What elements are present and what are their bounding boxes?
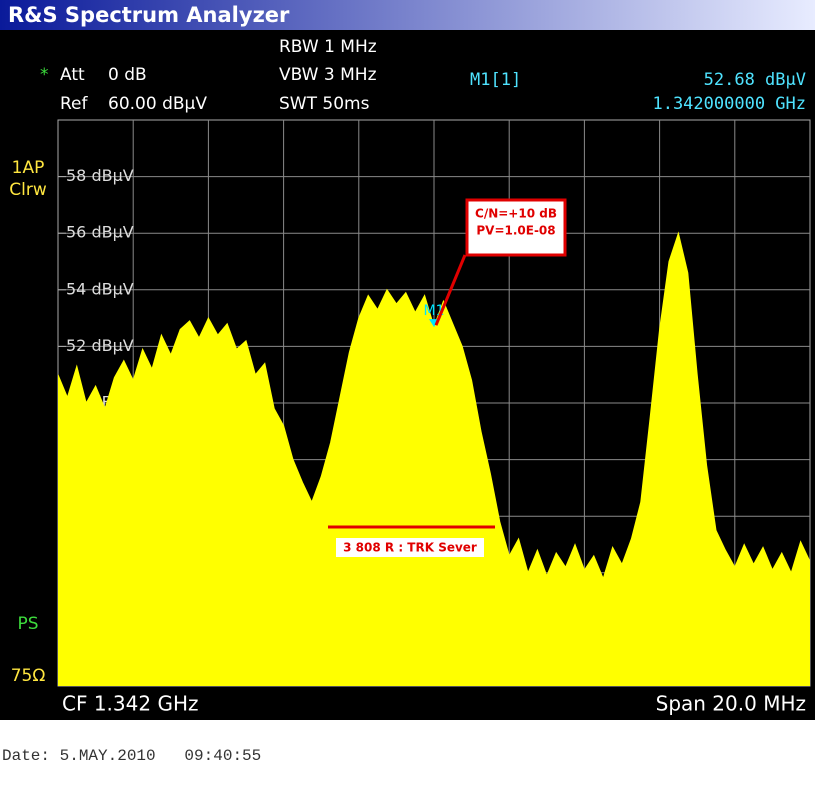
trace [58, 231, 810, 686]
att-value: 0 dB [108, 65, 147, 85]
date: Date: 5.MAY.2010 09:40:55 [2, 747, 261, 765]
ps: PS [17, 614, 38, 634]
span: Span 20.0 MHz [656, 692, 806, 716]
y-tick-label: 56 dBµV [66, 223, 134, 242]
ref: Ref [60, 94, 89, 114]
marker-freq: 1.342000000 GHz [652, 94, 806, 114]
app-title: R&S Spectrum Analyzer [8, 3, 290, 27]
ref-value: 60.00 dBµV [108, 94, 207, 114]
trace-mode: 1AP [12, 158, 45, 178]
y-tick-label: 52 dBµV [66, 336, 134, 355]
band-label-bg [336, 538, 484, 557]
callout-text: PV=1.0E-08 [476, 224, 555, 238]
callout-line [434, 254, 467, 326]
callout-text: C/N=+10 dB [475, 207, 557, 221]
vbw: VBW 3 MHz [279, 65, 377, 85]
rbw: RBW 1 MHz [279, 37, 377, 57]
att-star: * [40, 65, 49, 85]
swt: SWT 50ms [279, 94, 370, 114]
band-label: 3 808 R : TRK Sever [343, 541, 477, 555]
center-frequency: CF 1.342 GHz [62, 692, 198, 716]
y-tick-label: 58 dBµV [66, 166, 134, 185]
att: Att [60, 65, 85, 85]
impedance: 75Ω [11, 666, 46, 686]
callout-box [465, 198, 567, 257]
trace-mode: Clrw [9, 180, 47, 200]
title-bar [0, 0, 815, 30]
y-tick-label: 54 dBµV [66, 279, 134, 298]
marker-name: M1[1] [470, 70, 521, 90]
marker-level: 52.68 dBµV [704, 70, 806, 90]
